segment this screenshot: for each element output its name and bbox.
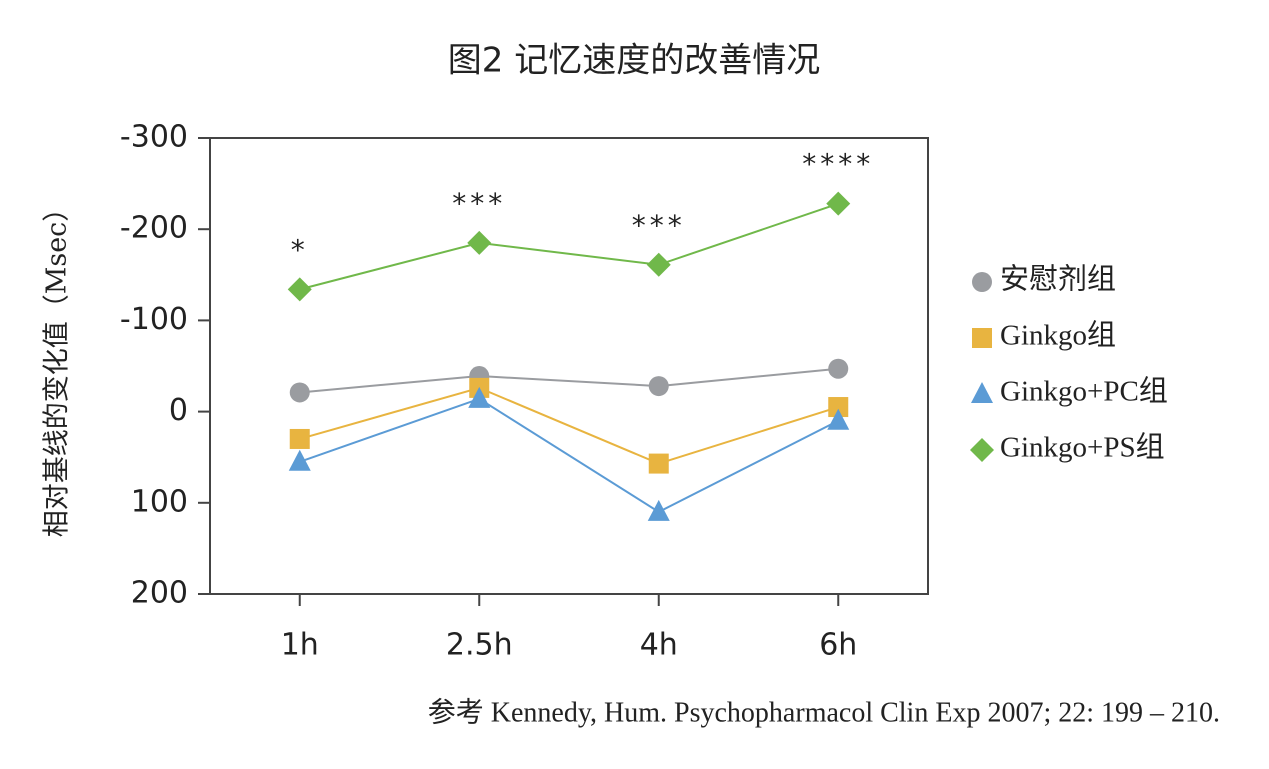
x-tick-label: 2.5h [446,628,513,663]
series-line [299,202,839,291]
marker [971,382,993,403]
marker [970,438,994,462]
annotation: *** [452,187,506,220]
marker [287,277,312,302]
annotation: **** [802,148,874,181]
annotation: *** [632,209,686,242]
legend-label: Ginkgo+PC组 [1000,375,1168,408]
marker [467,230,492,255]
marker [826,191,851,216]
marker [288,449,311,471]
series-line [299,367,839,394]
marker [972,328,992,348]
marker [468,386,491,408]
y-tick-label: 100 [131,484,188,519]
annotation: * [291,233,309,266]
y-tick-label: -300 [120,120,188,155]
legend-label: 安慰剂组 [1000,263,1116,296]
marker [828,358,849,379]
marker [827,408,850,430]
marker [828,397,849,418]
y-tick-label: 200 [131,576,188,611]
x-tick-label: 4h [640,628,678,663]
plot-frame [209,137,929,595]
marker [647,499,670,521]
y-tick-label: 0 [169,393,188,428]
y-axis-label: 相对基线的变化值（Msec） [42,195,73,538]
source: 参考 Kennedy, Hum. Psychopharmacol Clin Ex… [428,696,1220,728]
marker [289,428,310,449]
legend-label: Ginkgo+PS组 [1000,431,1165,464]
x-tick-label: 1h [281,628,319,663]
marker [972,272,992,292]
y-tick-label: -100 [120,302,188,337]
marker [646,252,671,277]
chart-title: 图2 记忆速度的改善情况 [448,41,820,81]
marker [648,376,669,397]
marker [289,382,310,403]
series-line [299,386,839,465]
marker [648,453,669,474]
legend-label: Ginkgo组 [1000,319,1116,352]
x-tick-label: 6h [819,628,857,663]
series-line [299,397,839,514]
y-tick-label: -200 [120,211,188,246]
